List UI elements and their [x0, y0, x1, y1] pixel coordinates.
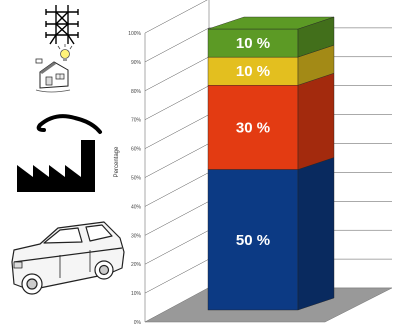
bar-stack: 50 % 30 % 10 % 10 %: [207, 16, 335, 311]
bar-top: [207, 16, 335, 30]
factory-icon: [17, 114, 102, 192]
bar-segment-side: [297, 157, 335, 311]
y-tick-label: 20%: [131, 262, 142, 268]
bar-segment: 30 %: [207, 72, 335, 170]
car-icon: [11, 221, 125, 295]
bar-segment-front: [207, 169, 299, 311]
bar-segment-front: [207, 28, 299, 58]
bar-segment-side: [297, 72, 335, 170]
y-tick-label: 30%: [131, 233, 142, 239]
y-tick-label: 0%: [134, 320, 142, 326]
gridline: [144, 0, 208, 34]
bar-segment: 50 %: [207, 157, 335, 311]
bar-segment: 10 %: [207, 16, 335, 58]
bar-segment-label: 10 %: [236, 35, 270, 52]
power-pylon-icon: [45, 5, 79, 45]
y-tick-label: 60%: [131, 147, 142, 153]
bar-segment: 10 %: [207, 44, 335, 86]
bar-segment-label: 50 %: [236, 232, 270, 249]
y-tick-label: 40%: [131, 204, 142, 210]
y-tick-label: 70%: [131, 118, 142, 124]
y-tick-label: 80%: [131, 89, 142, 95]
bar-segment-front: [207, 56, 299, 86]
y-tick-label: 100%: [128, 31, 141, 37]
house-with-lightbulb-icon: [35, 44, 73, 93]
y-tick-label: 50%: [131, 176, 142, 182]
y-tick-label: 10%: [131, 291, 142, 297]
bar-segment-label: 30 %: [236, 119, 270, 136]
y-axis-label: Percentage: [114, 146, 120, 177]
bar-segment-label: 10 %: [236, 63, 270, 80]
y-axis-ticks: 100% 90% 80% 70% 60% 50% 40% 30% 20% 10% 0%: [128, 31, 141, 326]
y-tick-label: 90%: [131, 60, 142, 66]
